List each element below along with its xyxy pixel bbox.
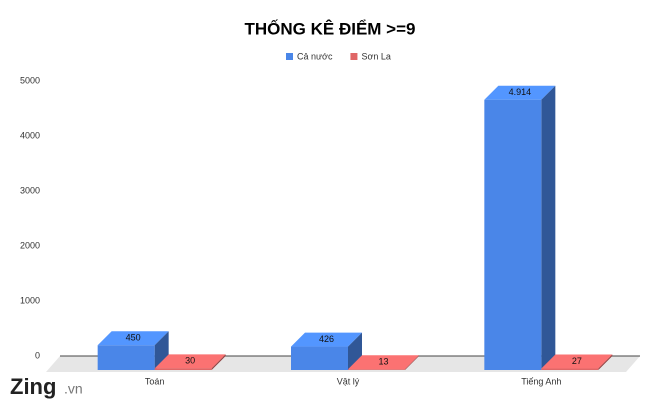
bar-top xyxy=(541,354,613,369)
y-tick-label: 3000 xyxy=(20,185,40,195)
x-tick-label: Vật lý xyxy=(337,376,360,386)
value-label: 27 xyxy=(572,356,582,366)
value-label: 13 xyxy=(378,357,388,367)
logo-brand: Zing xyxy=(10,374,56,399)
value-label: 450 xyxy=(126,333,141,343)
bar xyxy=(154,368,212,370)
bar-side xyxy=(405,355,419,370)
bar xyxy=(97,345,155,370)
legend-label: Cả nước xyxy=(297,51,333,61)
y-tick-label: 5000 xyxy=(20,75,40,85)
y-tick-label: 1000 xyxy=(20,295,40,305)
bar-top xyxy=(154,354,226,369)
logo-suffix: .vn xyxy=(64,381,83,397)
bar-side xyxy=(154,331,169,370)
bar-side xyxy=(598,354,613,370)
x-tick-label: Toán xyxy=(145,376,165,386)
bar-side xyxy=(211,354,226,370)
logo: Zing .vn xyxy=(10,374,83,399)
bar xyxy=(484,99,542,370)
legend-swatch xyxy=(350,53,358,60)
bar-top xyxy=(97,331,169,346)
bar-top xyxy=(484,85,556,100)
bar-top xyxy=(291,332,362,347)
y-tick-label: 4000 xyxy=(20,130,40,140)
x-tick-label: Tiếng Anh xyxy=(521,376,561,386)
bar-side xyxy=(348,332,362,370)
value-label: 30 xyxy=(185,356,195,366)
chart-title: THỐNG KÊ ĐIỂM >=9 xyxy=(245,18,416,38)
y-tick-label: 2000 xyxy=(20,240,40,250)
bar xyxy=(291,346,348,370)
legend-label: Sơn La xyxy=(361,51,390,61)
legend-swatch xyxy=(286,53,293,60)
bar xyxy=(348,369,405,370)
bar-side xyxy=(541,85,556,370)
value-label: 426 xyxy=(319,334,334,344)
value-label: 4.914 xyxy=(509,87,532,97)
bar xyxy=(541,368,599,370)
y-tick-label: 0 xyxy=(35,350,40,360)
bar-top xyxy=(348,355,419,370)
